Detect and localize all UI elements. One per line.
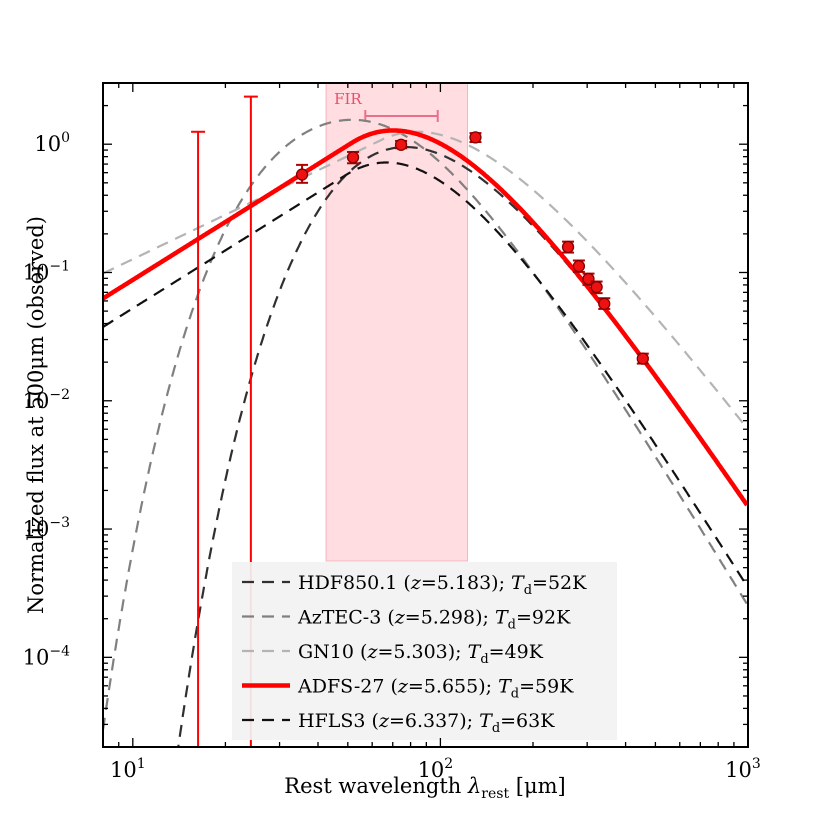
data-point-6 <box>572 259 586 273</box>
y-tick-label: 100 <box>34 130 70 156</box>
tick-labels: 101 102 103 100 10−1 10−2 10−3 10−4 <box>23 130 761 782</box>
data-points <box>295 131 649 365</box>
data-point-3 <box>394 138 408 151</box>
x-tick-label: 102 <box>418 756 454 782</box>
marker <box>394 138 408 151</box>
marker <box>590 280 603 294</box>
y-tick-label: 10−4 <box>23 643 70 669</box>
data-point-5 <box>561 240 575 254</box>
curve-gn10 <box>103 130 748 429</box>
axis-ticks <box>102 82 749 748</box>
legend-box <box>232 562 617 740</box>
marker <box>346 151 360 164</box>
legend-label-gn10: GN10 (z=5.303); Td=49K <box>298 641 544 667</box>
data-point-1 <box>295 163 309 184</box>
x-tick-label: 101 <box>110 756 146 782</box>
legend-label-hdf850-1: HDF850.1 (z=5.183); Td=52K <box>298 572 587 598</box>
x-axis-label: Rest wavelength λrest [μm] <box>284 774 565 802</box>
legend-label-aztec-3: AzTEC-3 (z=5.298); Td=92K <box>297 607 571 633</box>
y-tick-label: 10−1 <box>23 258 70 284</box>
y-axis-label: Normalized flux at 500μm (observed) <box>24 216 48 614</box>
curve-hfls3 <box>103 161 748 587</box>
data-point-10 <box>636 352 649 365</box>
y-tick-label: 10−3 <box>23 515 70 541</box>
y-tick-label: 10−2 <box>23 387 70 413</box>
data-point-4 <box>469 131 482 144</box>
legend-label-hfls3: HFLS3 (z=6.337); Td=63K <box>298 710 555 736</box>
marker <box>572 260 586 273</box>
plot-frame <box>102 82 749 748</box>
legend: HDF850.1 (z=5.183); Td=52K AzTEC-3 (z=5.2… <box>232 562 617 740</box>
marker <box>295 168 309 181</box>
marker <box>469 131 482 144</box>
fir-label: FIR <box>334 90 362 108</box>
marker <box>598 297 611 310</box>
data-point-8 <box>590 280 603 295</box>
curve-aztec-3 <box>103 118 748 730</box>
marker <box>561 240 575 254</box>
data-point-9 <box>598 297 611 310</box>
marker <box>636 352 649 365</box>
legend-label-adfs-27: ADFS-27 (z=5.655); Td=59K <box>297 676 574 702</box>
fir-band <box>325 82 469 562</box>
data-point-2 <box>346 150 360 165</box>
x-tick-label: 103 <box>725 756 761 782</box>
